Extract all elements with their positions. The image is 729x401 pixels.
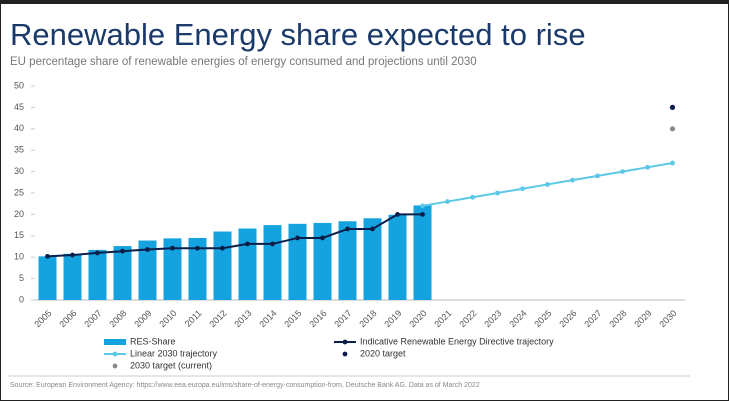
y-tick-label: 20 [14, 209, 24, 219]
point [170, 245, 175, 251]
point [595, 173, 600, 179]
legend-dot [112, 351, 118, 357]
y-tick-label: 5 [19, 273, 24, 283]
bar [363, 218, 382, 300]
bar [413, 205, 432, 300]
point [570, 177, 575, 183]
point [145, 247, 150, 252]
legend-dot [342, 351, 348, 357]
bar [313, 222, 332, 300]
point [669, 104, 676, 110]
y-tick-label: 40 [14, 123, 24, 133]
bar [238, 228, 257, 300]
chart-subtitle: EU percentage share of renewable energie… [10, 56, 477, 68]
legend-swatch [104, 339, 126, 345]
bar [88, 249, 107, 300]
point [420, 203, 425, 209]
y-tick-label: 50 [14, 80, 24, 90]
source: Source: European Environment Agency: htt… [10, 382, 480, 389]
bar [138, 240, 157, 300]
y-tick-label: 45 [14, 102, 24, 112]
point [445, 199, 450, 204]
point [95, 250, 100, 256]
point [45, 253, 50, 259]
legend-dot [112, 363, 118, 369]
legend-label: 2020 target [360, 348, 406, 358]
bar [388, 214, 407, 300]
bar [38, 256, 57, 300]
point [320, 235, 325, 241]
point [645, 164, 650, 170]
point [420, 212, 425, 217]
bar [288, 223, 307, 300]
point [70, 252, 75, 258]
legend-label: Linear 2030 trajectory [130, 348, 218, 358]
legend-label: Indicative Renewable Energy Directive tr… [360, 336, 554, 346]
bar [338, 221, 357, 300]
chart-title: Renewable Energy share expected to rise [10, 17, 586, 52]
point [669, 126, 676, 132]
legend-label: RES-Share [130, 336, 176, 346]
y-tick-label: 30 [14, 166, 24, 176]
point [295, 235, 300, 241]
top-bar [0, 0, 729, 4]
point [120, 248, 125, 254]
y-tick-label: 10 [14, 252, 24, 262]
point [270, 241, 275, 247]
y-tick-label: 25 [14, 187, 24, 197]
point [245, 241, 250, 247]
point [620, 169, 625, 175]
point [370, 226, 375, 232]
point [470, 194, 475, 200]
point [545, 182, 550, 187]
y-tick-label: 0 [19, 294, 24, 304]
point [345, 226, 350, 232]
point [220, 245, 225, 251]
bar [163, 238, 182, 300]
bar [263, 225, 282, 300]
bar [213, 231, 232, 300]
y-tick-label: 15 [14, 230, 24, 240]
point [395, 212, 400, 217]
point [495, 190, 500, 196]
bar [188, 237, 207, 300]
legend-label: 2030 target (current) [130, 360, 212, 370]
point [195, 245, 200, 251]
legend-dot [342, 339, 348, 345]
bar [63, 253, 82, 300]
point [670, 160, 675, 166]
line [47, 213, 423, 258]
y-tick-label: 35 [14, 145, 24, 155]
bar [113, 246, 132, 300]
point [520, 186, 525, 192]
